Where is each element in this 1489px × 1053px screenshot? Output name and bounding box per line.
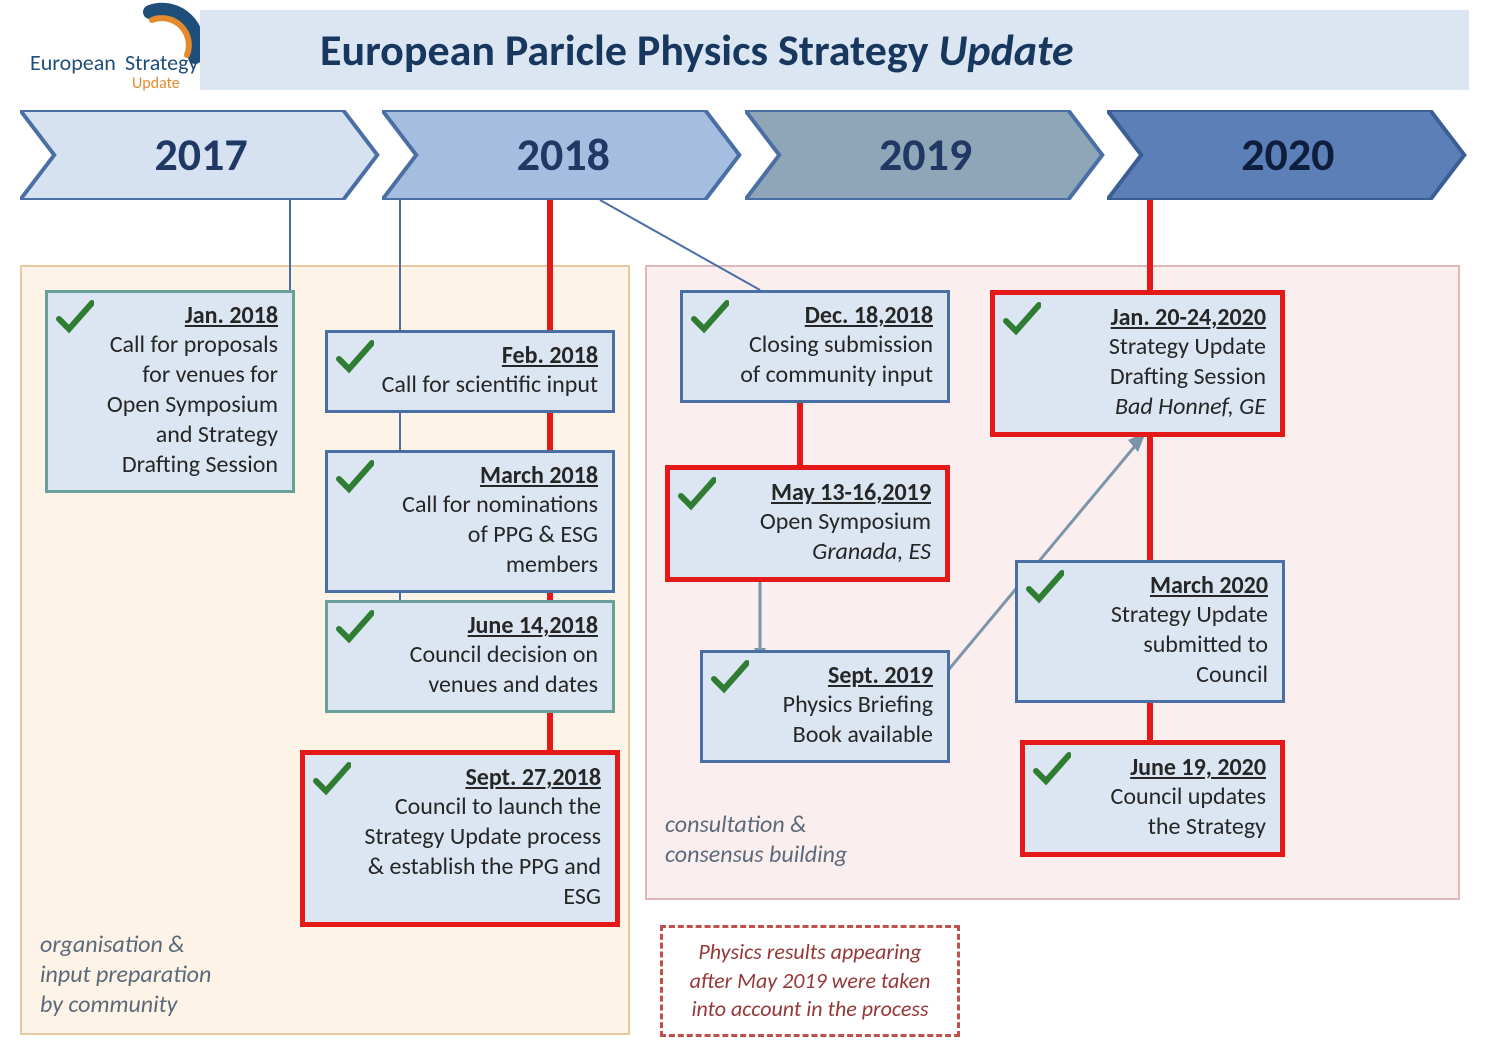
event-jun2020: June 19, 2020 Council updates the Strate… xyxy=(1020,740,1285,857)
year-2019: 2019 xyxy=(745,110,1107,200)
event-body: Strategy Update submitted to Council xyxy=(1068,600,1268,690)
event-date: March 2018 xyxy=(378,461,598,490)
title-main: European Paricle Physics Strategy xyxy=(320,23,939,77)
note-l3: into account in the process xyxy=(691,995,928,1022)
event-body-italic: Bad Honnef, GE xyxy=(1115,392,1266,421)
check-icon xyxy=(1001,299,1041,339)
check-icon xyxy=(334,337,374,377)
note-box: Physics results appearing after May 2019… xyxy=(660,925,960,1037)
year-label: 2019 xyxy=(745,110,1107,200)
note-l2: after May 2019 were taken xyxy=(690,967,931,994)
header: European Paricle Physics Strategy Update xyxy=(200,10,1469,90)
phase1-l1: organisation & xyxy=(40,930,185,959)
phase1-l2: input preparation xyxy=(40,960,211,989)
year-2017: 2017 xyxy=(20,110,382,200)
event-body-plain: Open Symposium xyxy=(760,507,931,536)
event-body: Council to launch the Strategy Update pr… xyxy=(355,792,601,912)
event-body: Strategy Update Drafting Session Bad Hon… xyxy=(1045,332,1266,422)
event-body: Call for proposals for venues for Open S… xyxy=(98,330,278,480)
svg-text:European: European xyxy=(30,49,116,76)
event-mar2020: March 2020 Strategy Update submitted to … xyxy=(1015,560,1285,703)
phase1-label: organisation & input preparation by comm… xyxy=(40,930,211,1020)
year-2020: 2020 xyxy=(1107,110,1469,200)
event-date: May 13-16,2019 xyxy=(720,478,931,507)
event-date: Jan. 20-24,2020 xyxy=(1045,303,1266,332)
phase1-l3: by community xyxy=(40,990,177,1019)
event-body: Call for scientific input xyxy=(378,370,598,400)
event-body: Open Symposium Granada, ES xyxy=(720,507,931,567)
check-icon xyxy=(1031,749,1071,789)
page-title: European Paricle Physics Strategy Update xyxy=(320,23,1073,77)
event-date: Sept. 2019 xyxy=(753,661,933,690)
year-label: 2018 xyxy=(382,110,744,200)
check-icon xyxy=(334,607,374,647)
event-feb2018: Feb. 2018 Call for scientific input xyxy=(325,330,615,413)
event-mar2018: March 2018 Call for nominations of PPG &… xyxy=(325,450,615,593)
event-body: Council updates the Strategy xyxy=(1075,782,1266,842)
phase2-label: consultation & consensus building xyxy=(665,810,847,870)
year-2018: 2018 xyxy=(382,110,744,200)
check-icon xyxy=(1024,567,1064,607)
event-jan2018: Jan. 2018 Call for proposals for venues … xyxy=(45,290,295,493)
event-date: June 19, 2020 xyxy=(1075,753,1266,782)
check-icon xyxy=(676,474,716,514)
phase2-l1: consultation & xyxy=(665,810,807,839)
event-date: Dec. 18,2018 xyxy=(733,301,933,330)
title-italic: Update xyxy=(939,23,1074,77)
event-body-italic: Granada, ES xyxy=(812,537,931,566)
event-sep2019: Sept. 2019 Physics Briefing Book availab… xyxy=(700,650,950,763)
event-date: March 2020 xyxy=(1068,571,1268,600)
check-icon xyxy=(311,759,351,799)
event-body: Council decision on venues and dates xyxy=(378,640,598,700)
event-jan2020: Jan. 20-24,2020 Strategy Update Drafting… xyxy=(990,290,1285,437)
check-icon xyxy=(334,457,374,497)
event-body: Closing submission of community input xyxy=(733,330,933,390)
check-icon xyxy=(709,657,749,697)
check-icon xyxy=(689,297,729,337)
event-date: June 14,2018 xyxy=(378,611,598,640)
event-jun2018: June 14,2018 Council decision on venues … xyxy=(325,600,615,713)
check-icon xyxy=(54,297,94,337)
event-sep2018: Sept. 27,2018 Council to launch the Stra… xyxy=(300,750,620,927)
year-label: 2020 xyxy=(1107,110,1469,200)
svg-text:Update: Update xyxy=(132,74,180,93)
event-body: Call for nominations of PPG & ESG member… xyxy=(378,490,598,580)
event-date: Sept. 27,2018 xyxy=(355,763,601,792)
event-may2019: May 13-16,2019 Open Symposium Granada, E… xyxy=(665,465,950,582)
svg-text:Strategy: Strategy xyxy=(125,49,198,76)
year-label: 2017 xyxy=(20,110,382,200)
event-date: Feb. 2018 xyxy=(378,341,598,370)
event-dec2018: Dec. 18,2018 Closing submission of commu… xyxy=(680,290,950,403)
event-body: Physics Briefing Book available xyxy=(753,690,933,750)
logo: European Strategy Update xyxy=(20,2,230,102)
timeline: 2017 2018 2019 2020 xyxy=(20,110,1469,200)
event-body-plain: Strategy Update Drafting Session xyxy=(1109,332,1266,391)
event-date: Jan. 2018 xyxy=(98,301,278,330)
phase2-l2: consensus building xyxy=(665,840,847,869)
note-l1: Physics results appearing xyxy=(698,938,921,965)
